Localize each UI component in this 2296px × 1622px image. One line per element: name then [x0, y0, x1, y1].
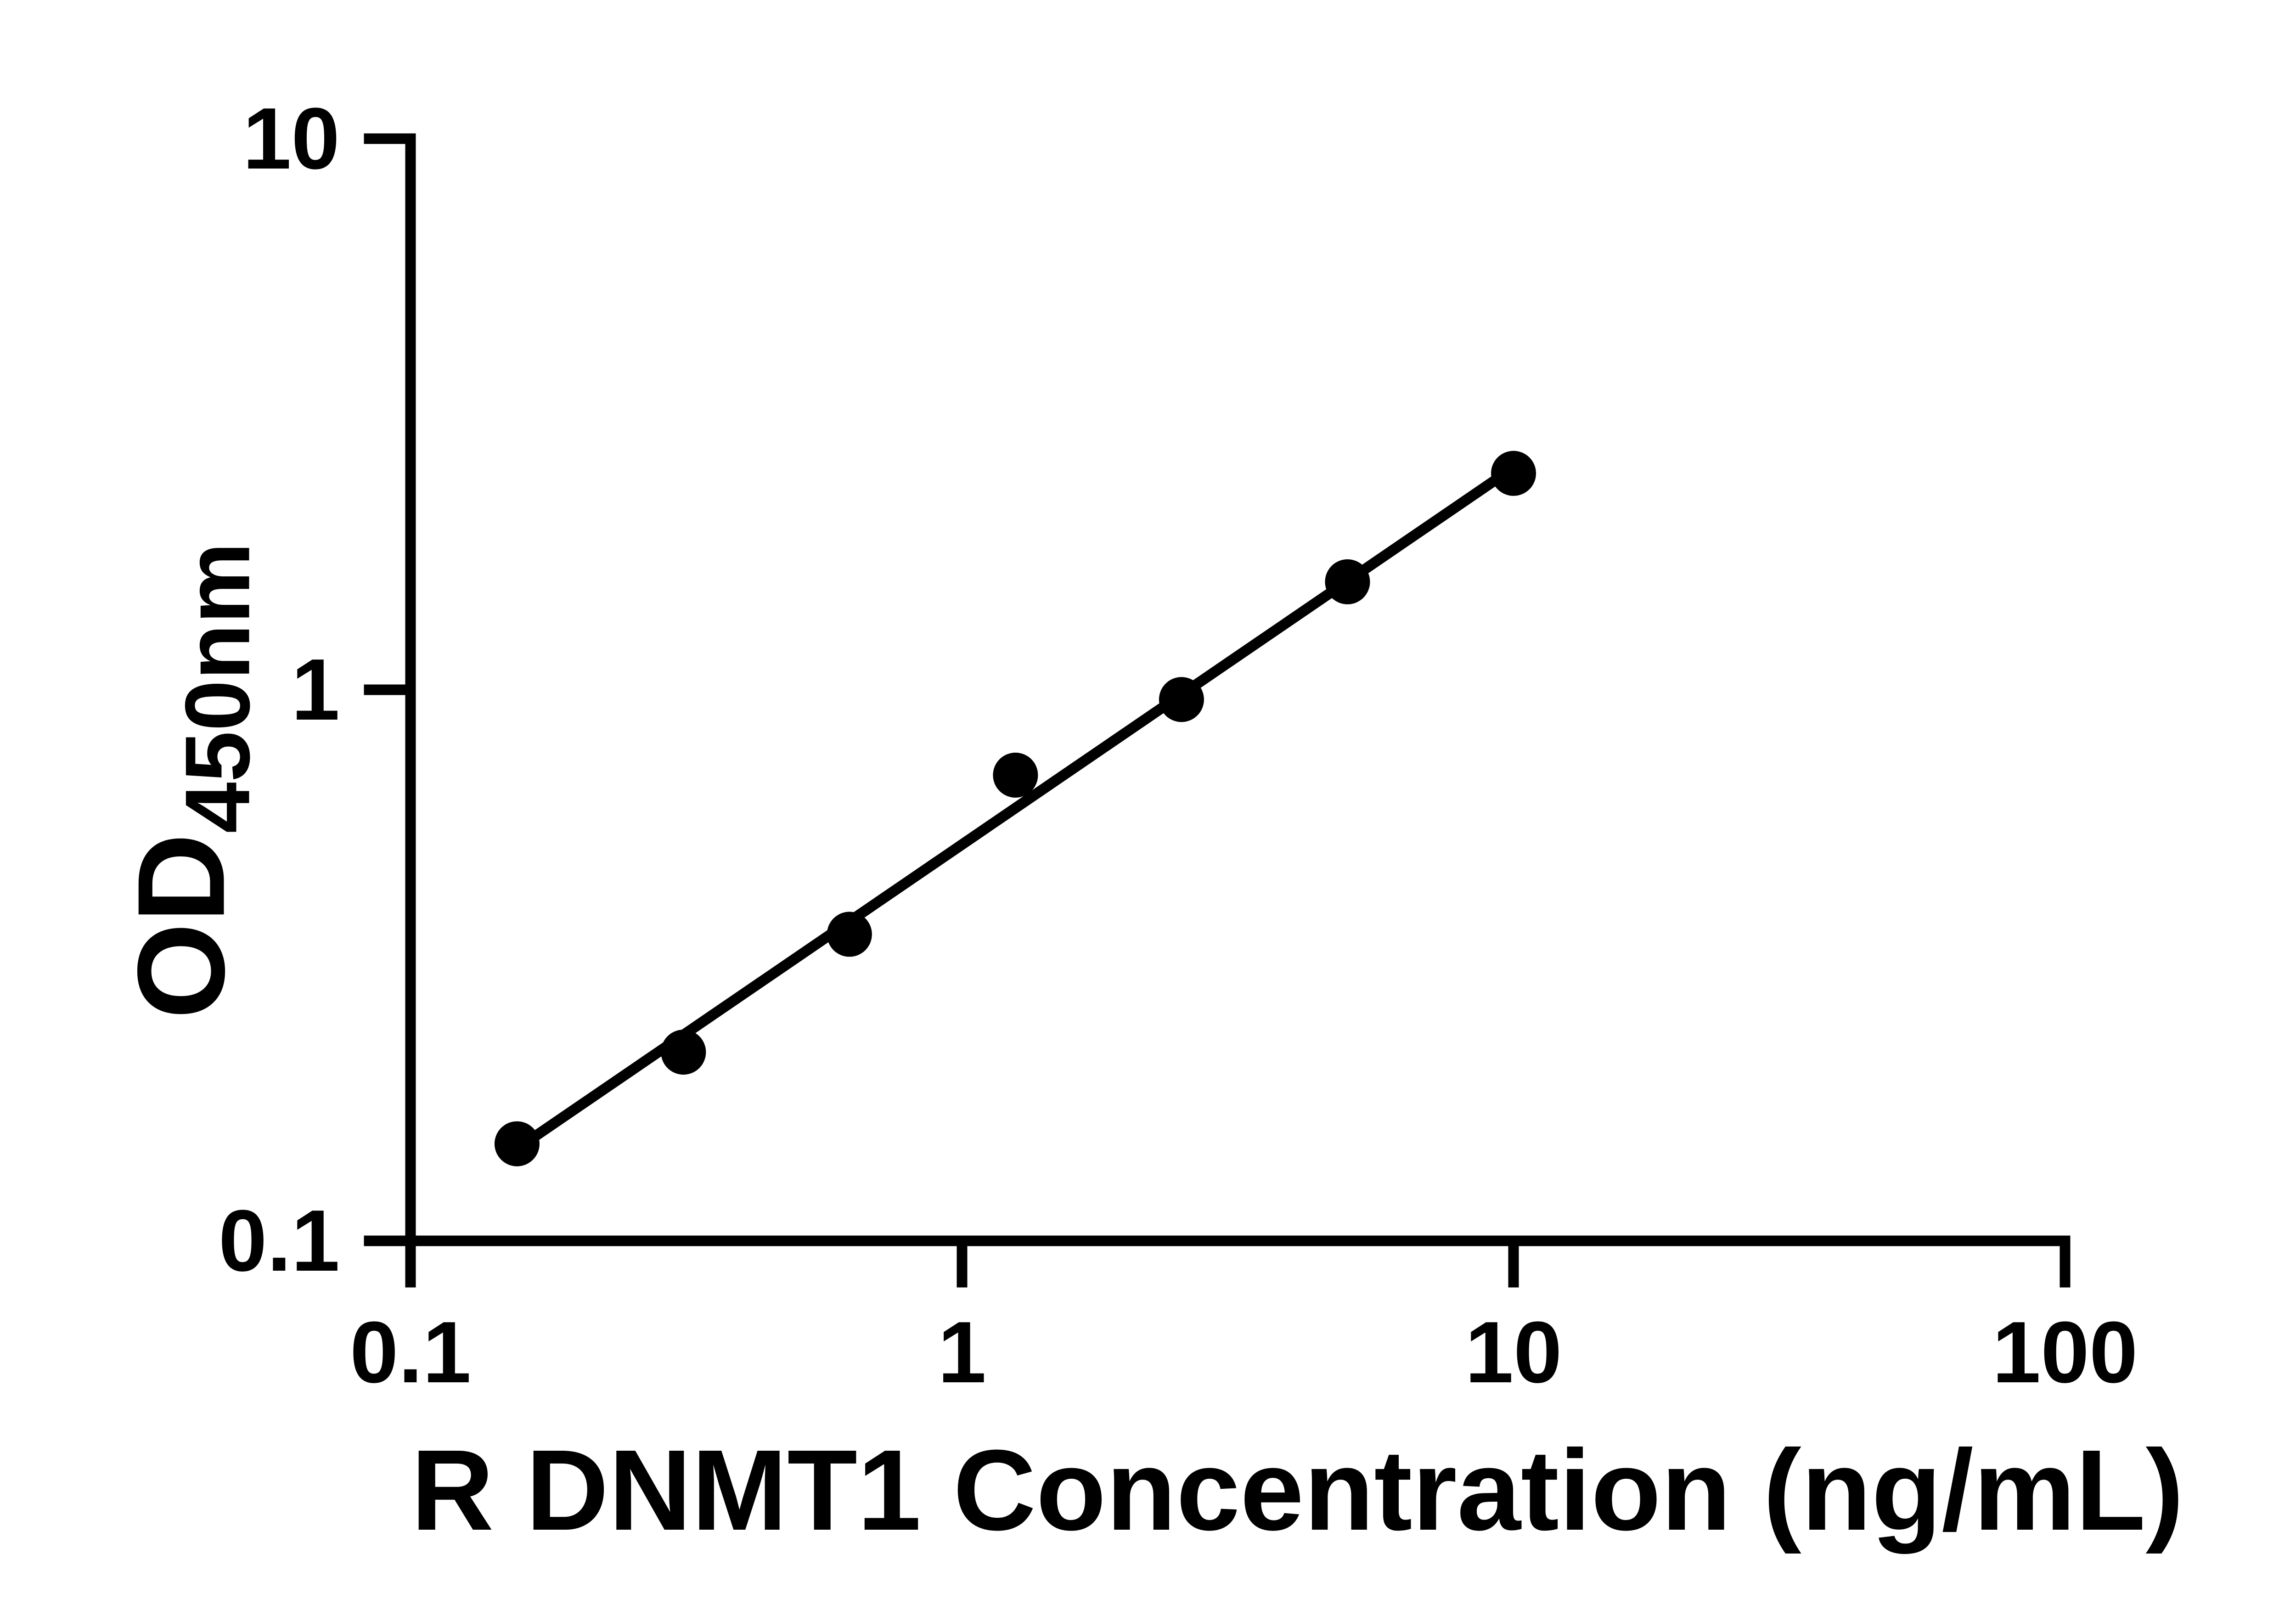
- x-tick-label-1: 1: [938, 1304, 986, 1401]
- data-point-5: [1159, 677, 1204, 722]
- y-tick-label-10: 10: [242, 90, 340, 187]
- data-point-6: [1325, 559, 1370, 604]
- x-tick-label-10: 10: [1465, 1304, 1562, 1401]
- y-axis-title-main: OD: [112, 833, 251, 1019]
- x-axis-title: R DNMT1 Concentration (ng/mL): [411, 1426, 2184, 1554]
- x-tick-label-0.1: 0.1: [349, 1304, 472, 1401]
- y-axis-title: OD450nm: [113, 542, 280, 1019]
- data-point-2: [661, 1030, 706, 1075]
- y-tick-label-0.1: 0.1: [218, 1192, 340, 1290]
- data-point-3: [827, 912, 872, 957]
- data-point-1: [494, 1121, 540, 1166]
- y-tick-label-1: 1: [291, 641, 340, 738]
- data-point-7: [1491, 451, 1536, 496]
- x-tick-label-100: 100: [1992, 1304, 2138, 1401]
- y-axis-title-subscript: 450nm: [166, 542, 269, 834]
- data-point-4: [993, 752, 1038, 798]
